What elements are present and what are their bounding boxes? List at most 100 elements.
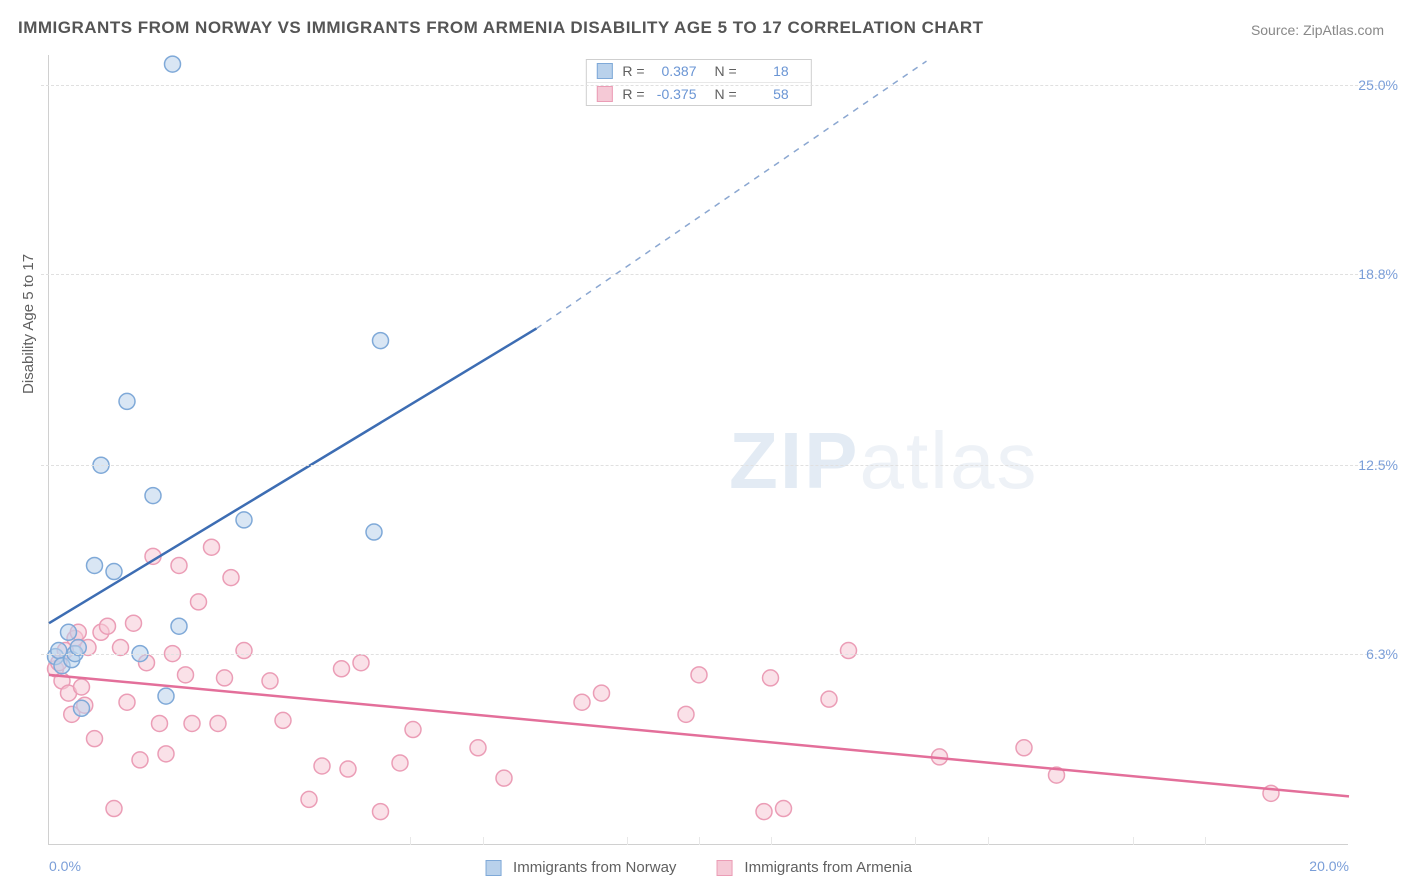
data-point [373, 333, 389, 349]
legend-r-label: R = [622, 86, 644, 102]
source-label: Source: [1251, 22, 1303, 38]
plot-region: ZIPatlas R = 0.387 N = 18 R = -0.375 N =… [48, 55, 1348, 845]
data-point [165, 56, 181, 72]
gridline-h [41, 274, 1388, 275]
gridline-h [41, 465, 1388, 466]
tick-v [483, 837, 484, 845]
tick-v [915, 837, 916, 845]
tick-v [1205, 837, 1206, 845]
tick-v [771, 837, 772, 845]
series-legend-armenia: Immigrants from Armenia [716, 859, 912, 876]
chart-container: IMMIGRANTS FROM NORWAY VS IMMIGRANTS FRO… [0, 0, 1406, 892]
legend-n-value-norway: 18 [745, 63, 789, 79]
data-point [470, 740, 486, 756]
trend-line [49, 328, 537, 623]
data-point [334, 661, 350, 677]
gridline-h [41, 654, 1388, 655]
data-point [496, 770, 512, 786]
data-point [106, 801, 122, 817]
y-tick-label: 12.5% [1352, 457, 1398, 473]
data-point [87, 731, 103, 747]
data-point [204, 539, 220, 555]
legend-n-label: N = [715, 63, 737, 79]
series-swatch-armenia [716, 860, 732, 876]
data-point [171, 557, 187, 573]
y-axis-label: Disability Age 5 to 17 [20, 254, 37, 394]
data-point [841, 643, 857, 659]
data-point [275, 712, 291, 728]
source-value: ZipAtlas.com [1303, 22, 1384, 38]
data-point [184, 715, 200, 731]
tick-v [988, 837, 989, 845]
legend-row-norway: R = 0.387 N = 18 [586, 60, 810, 83]
data-point [236, 512, 252, 528]
chart-area: Disability Age 5 to 17 ZIPatlas R = 0.38… [48, 55, 1388, 845]
data-point [776, 801, 792, 817]
data-point [1016, 740, 1032, 756]
data-point [61, 624, 77, 640]
data-point [106, 564, 122, 580]
y-tick-label: 25.0% [1352, 77, 1398, 93]
chart-title: IMMIGRANTS FROM NORWAY VS IMMIGRANTS FRO… [18, 18, 984, 38]
data-point [373, 804, 389, 820]
data-point [217, 670, 233, 686]
series-swatch-norway [485, 860, 501, 876]
data-point [353, 655, 369, 671]
data-point [210, 715, 226, 731]
data-point [340, 761, 356, 777]
data-point [366, 524, 382, 540]
gridline-h [41, 85, 1388, 86]
plot-svg [49, 55, 1349, 845]
data-point [262, 673, 278, 689]
data-point [236, 643, 252, 659]
data-point [301, 791, 317, 807]
data-point [145, 488, 161, 504]
series-legend: Immigrants from Norway Immigrants from A… [485, 859, 912, 876]
data-point [191, 594, 207, 610]
data-point [158, 746, 174, 762]
data-point [152, 715, 168, 731]
data-point [763, 670, 779, 686]
data-point [74, 679, 90, 695]
data-point [158, 688, 174, 704]
series-label-armenia: Immigrants from Armenia [744, 859, 912, 876]
data-point [756, 804, 772, 820]
legend-n-label: N = [715, 86, 737, 102]
data-point [178, 667, 194, 683]
data-point [821, 691, 837, 707]
legend-swatch-armenia [596, 86, 612, 102]
data-point [678, 706, 694, 722]
series-label-norway: Immigrants from Norway [513, 859, 676, 876]
correlation-legend: R = 0.387 N = 18 R = -0.375 N = 58 [585, 59, 811, 106]
source-attribution: Source: ZipAtlas.com [1251, 22, 1384, 38]
data-point [171, 618, 187, 634]
tick-v [1133, 837, 1134, 845]
tick-v [627, 837, 628, 845]
legend-r-value-norway: 0.387 [653, 63, 697, 79]
y-tick-label: 6.3% [1352, 646, 1398, 662]
data-point [223, 570, 239, 586]
data-point [574, 694, 590, 710]
legend-r-label: R = [622, 63, 644, 79]
data-point [119, 694, 135, 710]
x-tick-label: 20.0% [1309, 858, 1349, 874]
data-point [691, 667, 707, 683]
data-point [392, 755, 408, 771]
tick-v [410, 837, 411, 845]
tick-v [699, 837, 700, 845]
data-point [594, 685, 610, 701]
legend-n-value-armenia: 58 [745, 86, 789, 102]
data-point [405, 722, 421, 738]
x-tick-label: 0.0% [49, 858, 81, 874]
legend-swatch-norway [596, 63, 612, 79]
data-point [119, 393, 135, 409]
trend-line [49, 675, 1349, 797]
series-legend-norway: Immigrants from Norway [485, 859, 676, 876]
legend-r-value-armenia: -0.375 [653, 86, 697, 102]
data-point [314, 758, 330, 774]
data-point [74, 700, 90, 716]
data-point [100, 618, 116, 634]
y-tick-label: 18.8% [1352, 266, 1398, 282]
data-point [126, 615, 142, 631]
data-point [87, 557, 103, 573]
